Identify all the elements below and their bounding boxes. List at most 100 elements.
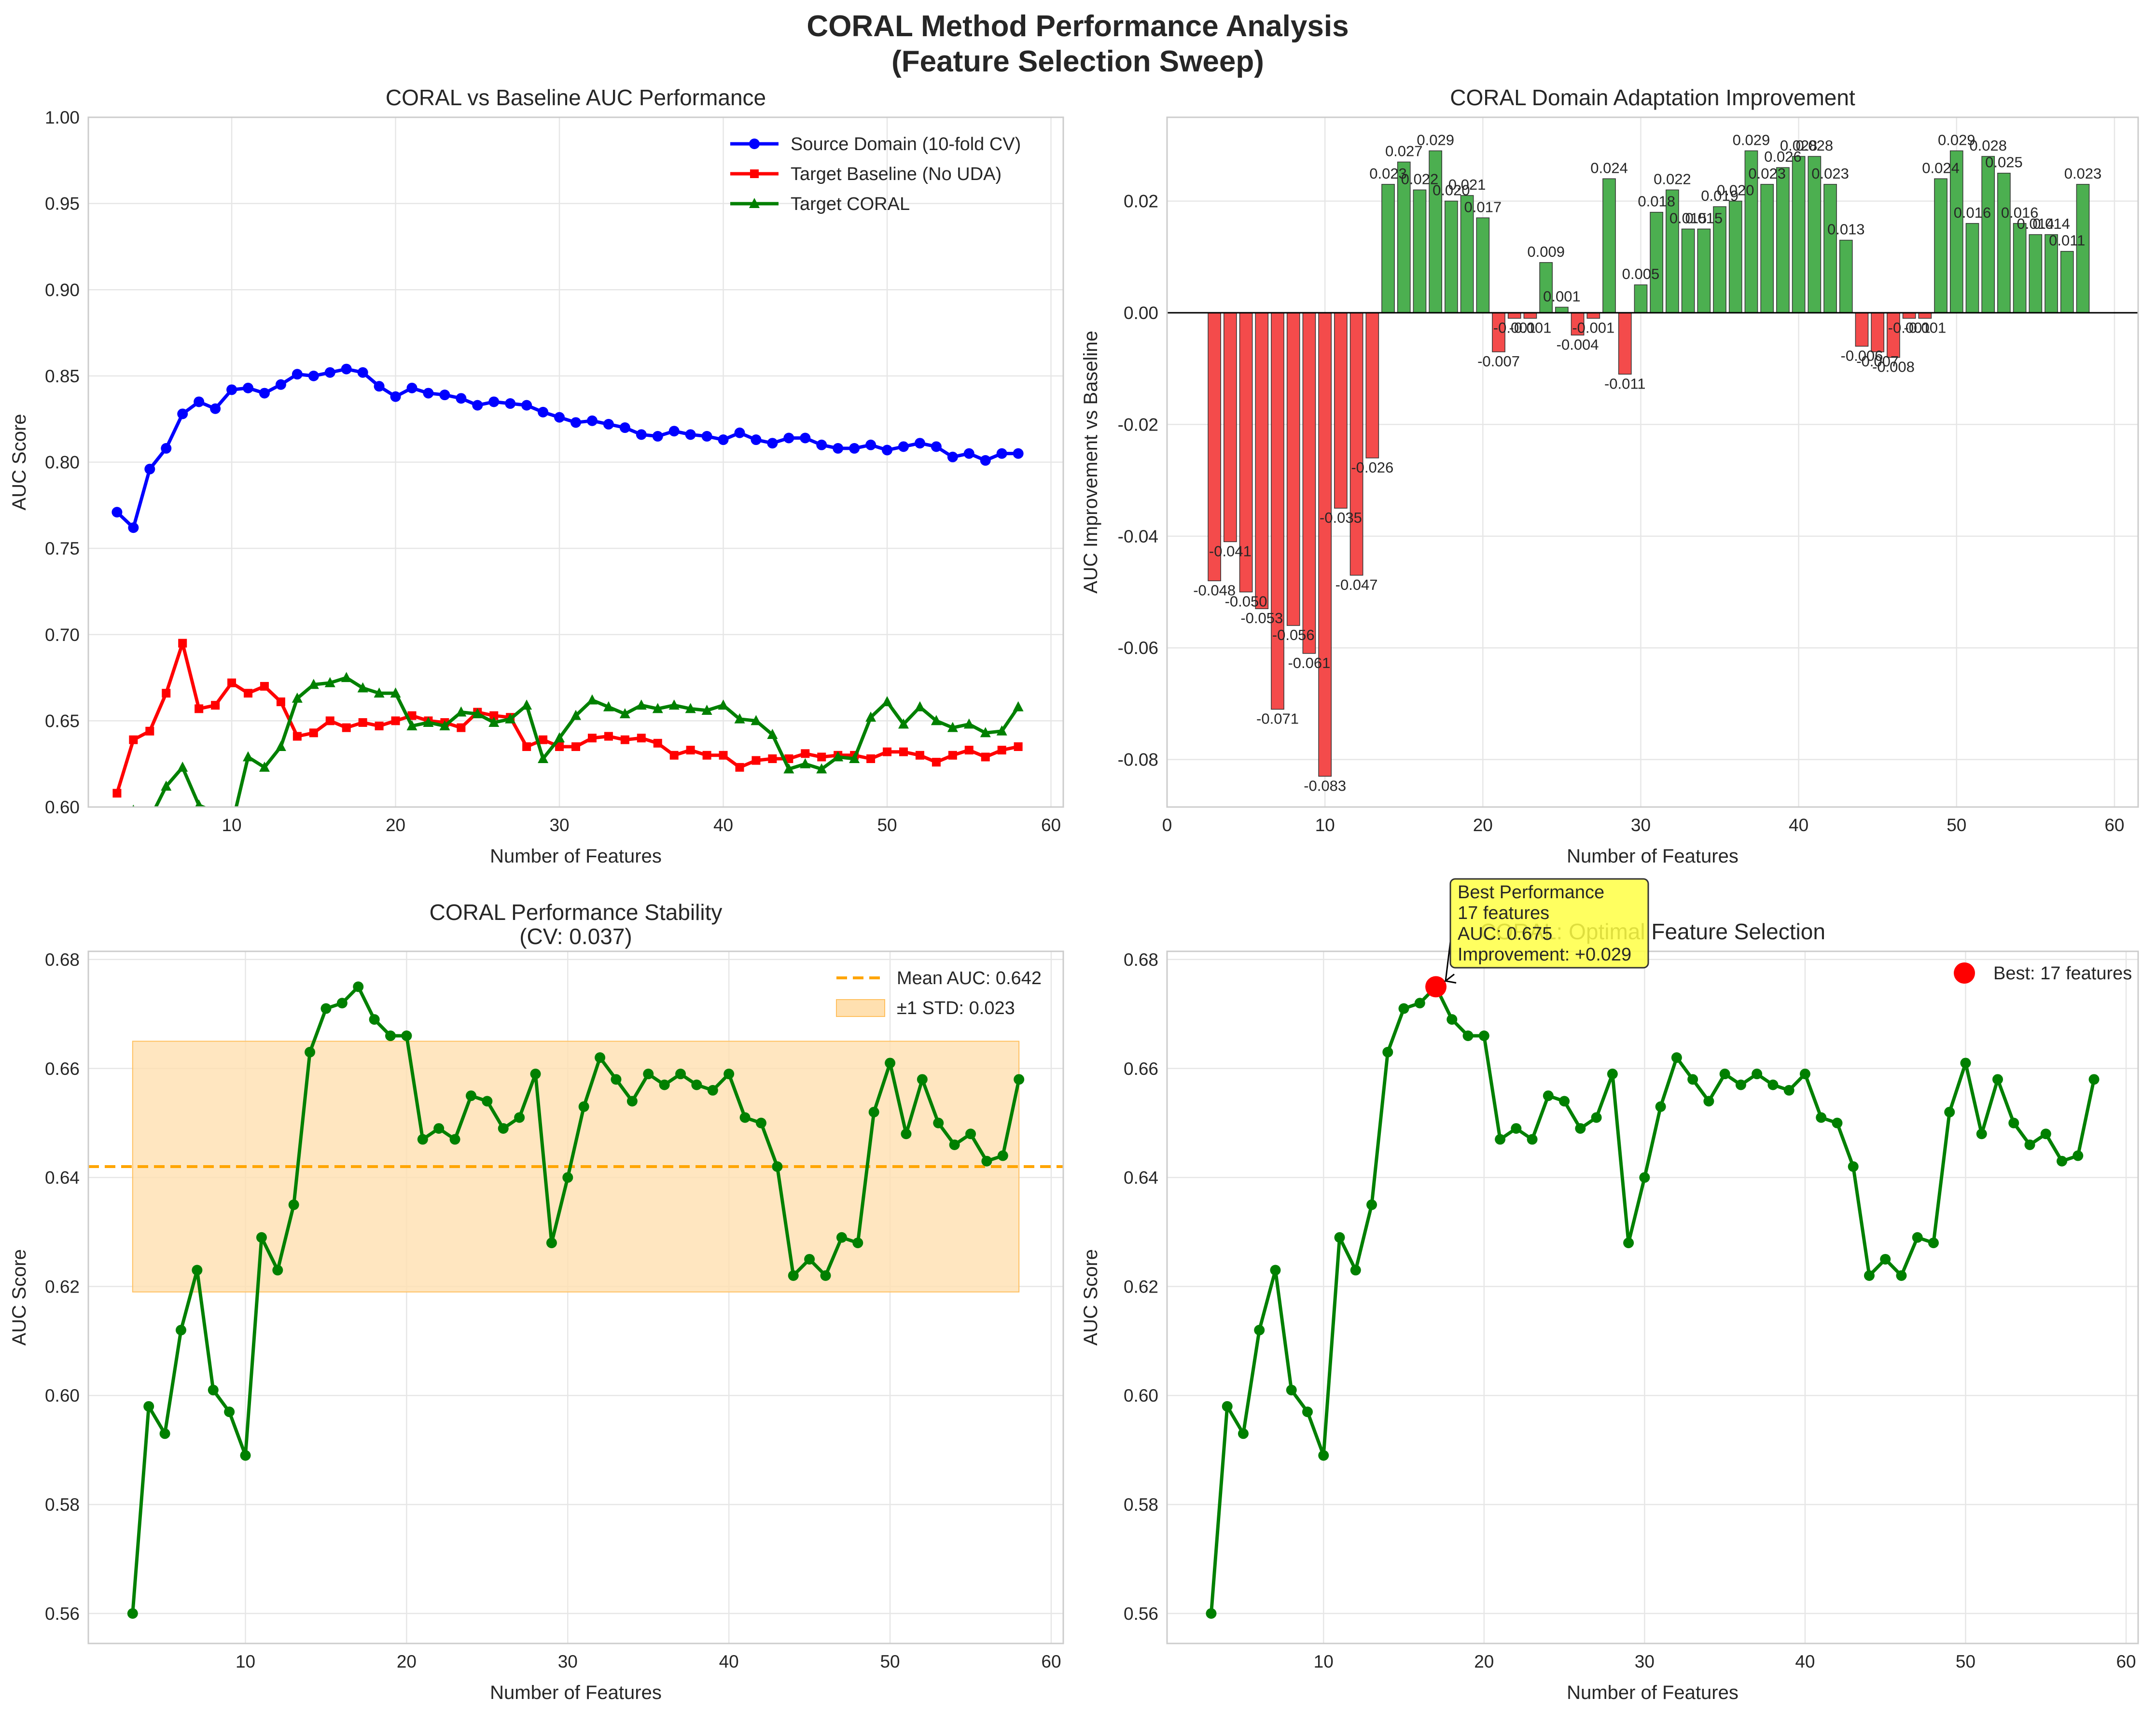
annotation-text-line: Improvement: +0.029 bbox=[1458, 945, 1631, 965]
bar bbox=[1586, 312, 1600, 319]
y-tick-label: 0.62 bbox=[1124, 1277, 1158, 1296]
data-point bbox=[1575, 1123, 1586, 1134]
data-point bbox=[423, 388, 434, 399]
data-point bbox=[288, 1199, 299, 1211]
data-point bbox=[1880, 1253, 1891, 1265]
x-tick-label: 60 bbox=[1041, 815, 1061, 835]
data-point bbox=[208, 1384, 219, 1395]
data-point bbox=[390, 391, 401, 402]
data-point bbox=[820, 1270, 831, 1281]
data-point bbox=[1014, 742, 1023, 751]
bar-value-label: -0.007 bbox=[1477, 353, 1520, 370]
data-point bbox=[2008, 1117, 2019, 1128]
data-point bbox=[963, 448, 974, 459]
data-point bbox=[375, 722, 384, 731]
data-point bbox=[320, 1003, 332, 1014]
bar bbox=[1255, 312, 1269, 609]
bar bbox=[1413, 189, 1427, 313]
data-point bbox=[1286, 1384, 1297, 1395]
y-tick-label: 0.58 bbox=[45, 1495, 80, 1515]
data-point bbox=[129, 735, 138, 744]
bar bbox=[1713, 206, 1726, 313]
data-point bbox=[701, 704, 712, 715]
data-point bbox=[1013, 448, 1024, 459]
data-point bbox=[701, 431, 712, 442]
data-point bbox=[1735, 1079, 1746, 1090]
bar-value-label: -0.041 bbox=[1209, 543, 1252, 559]
data-point bbox=[111, 507, 123, 518]
data-point bbox=[833, 443, 844, 454]
axes-frame bbox=[1166, 950, 2139, 1644]
data-point bbox=[1527, 1134, 1538, 1145]
x-axis-label: Number of Features bbox=[490, 1682, 662, 1703]
data-point bbox=[669, 751, 679, 760]
data-point bbox=[406, 720, 417, 731]
data-point bbox=[2057, 1155, 2068, 1167]
bar-value-label: -0.061 bbox=[1288, 654, 1330, 671]
bar-value-label: 0.014 bbox=[2017, 215, 2055, 232]
data-point bbox=[603, 418, 614, 430]
data-point bbox=[224, 1406, 235, 1418]
data-point bbox=[276, 697, 285, 707]
data-point bbox=[571, 742, 580, 751]
bar bbox=[1618, 312, 1632, 375]
y-tick-label: 0.02 bbox=[1124, 192, 1158, 211]
data-point bbox=[833, 751, 844, 762]
data-point bbox=[259, 761, 270, 772]
data-point bbox=[144, 463, 155, 474]
bar-value-label: -0.004 bbox=[1557, 336, 1599, 353]
data-point bbox=[240, 1450, 251, 1461]
bar-value-label: -0.001 bbox=[1904, 320, 1946, 336]
data-point bbox=[734, 427, 745, 438]
data-point bbox=[931, 715, 942, 725]
data-point bbox=[800, 758, 811, 768]
data-point bbox=[488, 396, 500, 407]
bar bbox=[1902, 312, 1916, 319]
data-point bbox=[965, 1128, 976, 1140]
data-point bbox=[611, 1074, 622, 1085]
data-point bbox=[997, 746, 1006, 755]
bar bbox=[1776, 167, 1790, 313]
data-point bbox=[685, 429, 696, 440]
data-point bbox=[1767, 1079, 1779, 1090]
x-tick-label: 50 bbox=[1947, 815, 1966, 835]
bar bbox=[1555, 306, 1569, 313]
plot-area bbox=[1167, 150, 2138, 777]
bar-value-label: -0.053 bbox=[1240, 610, 1283, 626]
data-point bbox=[914, 701, 925, 711]
data-point bbox=[353, 981, 364, 992]
data-point bbox=[244, 689, 253, 698]
data-point bbox=[915, 751, 924, 760]
y-tick-label: 0.85 bbox=[45, 366, 80, 386]
bar bbox=[2076, 184, 2090, 313]
data-point bbox=[538, 406, 549, 418]
data-point bbox=[1976, 1128, 1987, 1140]
bar-value-label: -0.001 bbox=[1509, 320, 1552, 336]
data-point bbox=[643, 1069, 654, 1080]
data-point bbox=[652, 703, 663, 713]
y-tick-label: 0.68 bbox=[45, 950, 80, 970]
bar-value-label: -0.008 bbox=[1872, 359, 1915, 376]
data-point bbox=[161, 443, 172, 454]
bar bbox=[1650, 211, 1664, 313]
data-point bbox=[357, 367, 368, 378]
improvement-panel: 0 10 20 30 40 50 60 -0.08 -0.06 -0.04 -0.02 0.00 0.0… bbox=[1080, 85, 2139, 867]
bar bbox=[1634, 284, 1648, 313]
data-point bbox=[804, 1253, 815, 1265]
legend-label: Source Domain (10-fold CV) bbox=[791, 134, 1021, 154]
data-point bbox=[866, 754, 876, 763]
data-point bbox=[637, 734, 646, 743]
data-point bbox=[407, 711, 417, 720]
data-point bbox=[1495, 1134, 1506, 1145]
data-point bbox=[1864, 1270, 1875, 1281]
y-tick-label: 0.75 bbox=[45, 539, 80, 558]
bar-value-label: -0.050 bbox=[1225, 593, 1267, 610]
data-point bbox=[1206, 1608, 1217, 1619]
data-point bbox=[1238, 1428, 1249, 1439]
y-tick-label: -0.06 bbox=[1118, 638, 1158, 658]
bar-value-label: 0.009 bbox=[1527, 243, 1565, 260]
bar bbox=[2013, 223, 2027, 313]
y-tick-label: 0.95 bbox=[45, 194, 80, 214]
bar bbox=[1760, 184, 1774, 313]
bar bbox=[2029, 234, 2043, 313]
